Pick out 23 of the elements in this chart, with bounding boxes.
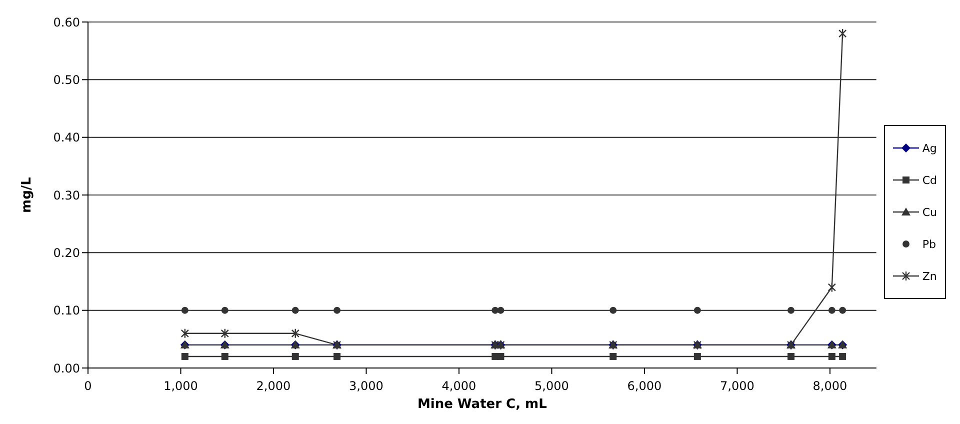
x-tick-label: 7,000 xyxy=(720,379,754,393)
x-tick-label: 3,000 xyxy=(349,379,384,393)
x-tick-label: 1,000 xyxy=(164,379,198,393)
x-axis-title: Mine Water C, mL xyxy=(417,397,547,412)
x-tick-label: 4,000 xyxy=(442,379,476,393)
legend-label: Cu xyxy=(922,206,937,218)
y-tick-label: 0.60 xyxy=(53,15,80,30)
y-axis-title: mg/L xyxy=(20,177,35,213)
x-tick-label: 6,000 xyxy=(627,379,662,393)
x-tick-label: 0 xyxy=(84,379,92,393)
y-tick-label: 0.40 xyxy=(53,130,80,145)
y-tick-label: 0.50 xyxy=(53,72,80,87)
y-tick-label: 0.30 xyxy=(53,188,80,202)
legend-label: Pb xyxy=(922,238,936,250)
x-tick-label: 5,000 xyxy=(534,379,569,393)
x-tick-label: 8,000 xyxy=(812,379,848,393)
legend-label: Zn xyxy=(922,270,937,282)
y-tick-label: 0.10 xyxy=(53,304,80,318)
y-tick-label: 0.20 xyxy=(53,246,80,260)
y-tick-label: 0.00 xyxy=(53,361,80,376)
legend-label: Ag xyxy=(922,142,937,154)
x-tick-label: 2,000 xyxy=(256,379,291,393)
legend-label: Cd xyxy=(922,174,937,186)
